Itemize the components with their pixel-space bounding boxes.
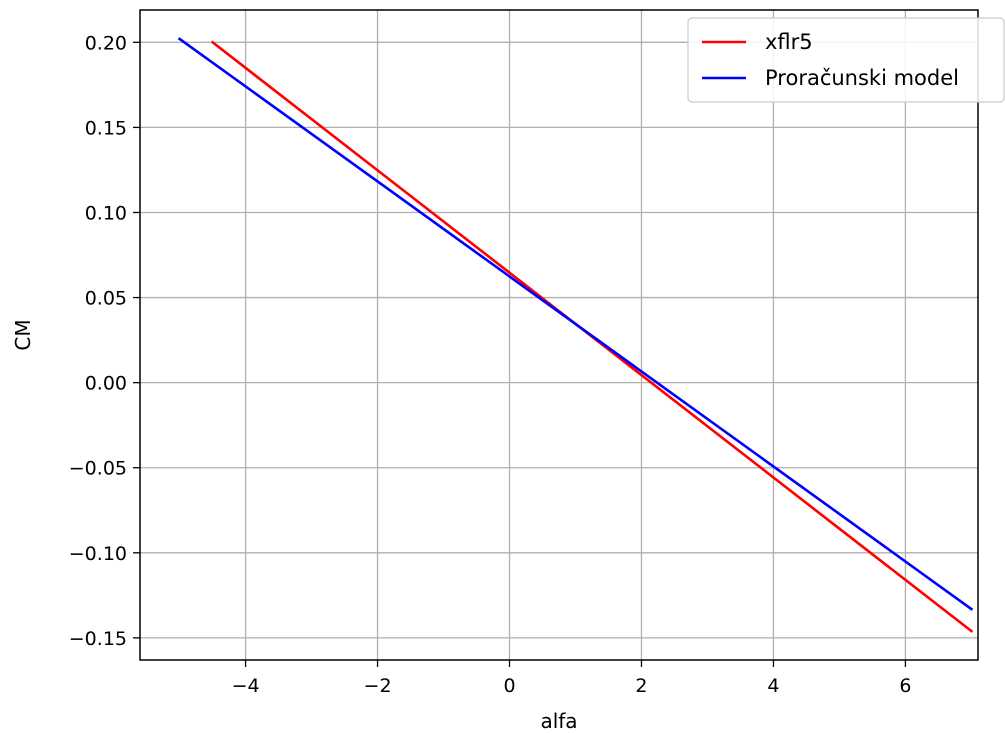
- x-axis-label: alfa: [540, 709, 577, 733]
- y-tick-label: 0.20: [85, 32, 127, 54]
- legend-label-proracunski-model: Proračunski model: [765, 66, 959, 90]
- y-tick-label: −0.05: [69, 458, 127, 480]
- legend-label-xflr5: xflr5: [765, 30, 813, 54]
- x-tick-label: 6: [899, 675, 911, 697]
- legend-box: [687, 17, 1005, 103]
- plot-frame: [139, 9, 979, 661]
- y-tick-label: 0.15: [85, 117, 127, 139]
- y-tick-label: 0.10: [85, 202, 127, 224]
- y-tick-label: −0.15: [69, 628, 127, 650]
- x-tick-label: 0: [503, 675, 515, 697]
- y-tick-label: 0.05: [85, 288, 127, 310]
- x-tick-label: −2: [364, 675, 392, 697]
- legend: xflr5 Proračunski model: [687, 17, 1005, 103]
- x-tick-label: 4: [767, 675, 779, 697]
- axis-ticks: −4 −2 0 2 4 6 −0.15 −0.10 −0.05 0.00 0.05 0.10 0.15 0…: [69, 32, 912, 697]
- y-axis-label: CM: [11, 319, 35, 350]
- x-tick-label: 2: [635, 675, 647, 697]
- y-tick-label: 0.00: [85, 373, 127, 395]
- plot-series: [177, 37, 974, 633]
- grid: [140, 10, 978, 660]
- series-line-prora-unski-model: [177, 37, 974, 611]
- x-tick-label: −4: [232, 675, 260, 697]
- y-tick-label: −0.10: [69, 543, 127, 565]
